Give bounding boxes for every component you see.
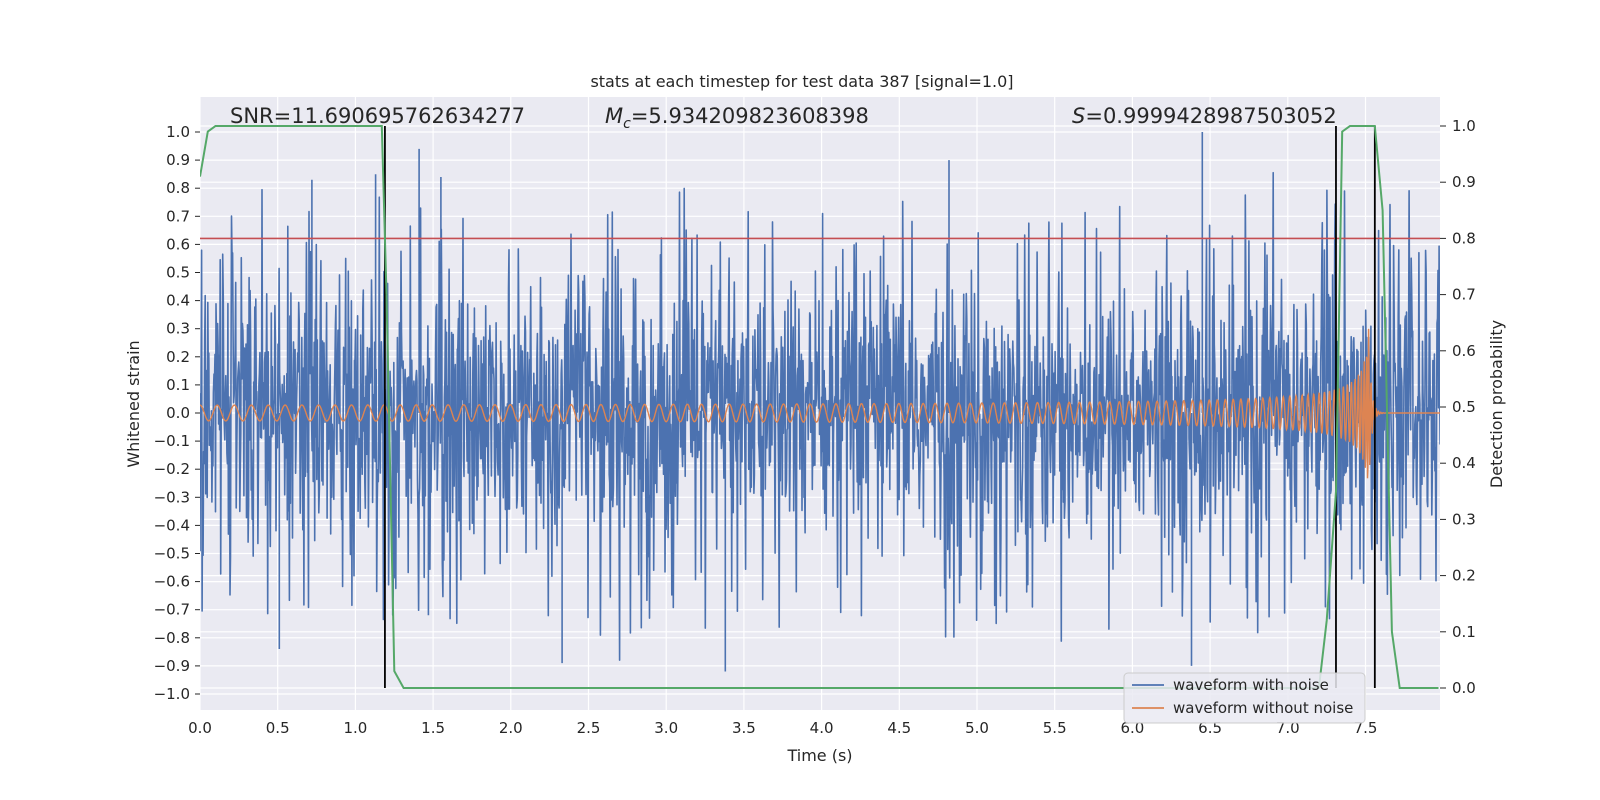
y-tick-label: 0.0	[166, 404, 190, 422]
x-tick-label: 1.0	[343, 719, 367, 737]
clean-waveform-line	[200, 328, 1440, 479]
y-tick-label: −0.6	[154, 573, 190, 591]
y2-tick-label: 0.8	[1452, 229, 1476, 247]
chirp-mass-subscript: c	[623, 116, 631, 132]
chirp-mass-value: =5.934209823608398	[631, 104, 869, 128]
chirp-mass-annotation: Mc=5.934209823608398	[605, 104, 869, 132]
legend: waveform with noise waveform without noi…	[1123, 672, 1366, 724]
y-tick-label: 0.5	[166, 264, 190, 282]
y2-tick-label: 0.2	[1452, 567, 1476, 585]
y2-tick-label: 0.4	[1452, 454, 1476, 472]
x-axis-label: Time (s)	[786, 746, 852, 765]
x-tick-label: 5.0	[965, 719, 989, 737]
y-axis-label: Whitened strain	[124, 340, 143, 467]
y-tick-label: −0.1	[154, 432, 190, 450]
y2-axis-label: Detection probability	[1487, 320, 1506, 488]
x-tick-label: 1.5	[421, 719, 445, 737]
x-tick-label: 5.5	[1043, 719, 1067, 737]
legend-label-clean: waveform without noise	[1173, 699, 1353, 717]
y2-tick-label: 0.7	[1452, 286, 1476, 304]
series-waveform-with-noise	[200, 132, 1440, 672]
y-tick-label: 0.9	[166, 151, 190, 169]
statistic-symbol: S	[1072, 104, 1085, 128]
y-tick-label: 0.2	[166, 348, 190, 366]
y-tick-label: −0.9	[154, 657, 190, 675]
x-tick-label: 4.5	[887, 719, 911, 737]
y-tick-label: 0.1	[166, 376, 190, 394]
x-tick-label: 2.0	[499, 719, 523, 737]
y2-tick-label: 0.0	[1452, 679, 1476, 697]
x-tick-label: 4.0	[810, 719, 834, 737]
y-tick-label: −0.4	[154, 516, 190, 534]
y-tick-label: −0.7	[154, 601, 190, 619]
y2-tick-label: 0.9	[1452, 173, 1476, 191]
y-tick-label: −0.5	[154, 545, 190, 563]
statistic-value: =0.9999428987503052	[1085, 104, 1336, 128]
chirp-mass-symbol: M	[605, 104, 623, 128]
y-tick-label: 0.4	[166, 292, 190, 310]
y2-tick-label: 0.3	[1452, 510, 1476, 528]
detection-probability-line	[200, 125, 1439, 689]
y2-axis-ticks: 1.0 0.9 0.8 0.7 0.6 0.5 0.4 0.3 0.2 0.1 0.0	[1440, 117, 1476, 697]
snr-annotation: SNR=11.690695762634277	[230, 104, 525, 128]
x-tick-label: 0.5	[266, 719, 290, 737]
x-tick-label: 3.0	[654, 719, 678, 737]
y-tick-label: −0.3	[154, 488, 190, 506]
chart-title: stats at each timestep for test data 387…	[590, 72, 1013, 91]
y-tick-label: −0.8	[154, 629, 190, 647]
y2-tick-label: 0.1	[1452, 623, 1476, 641]
x-tick-label: 2.5	[577, 719, 601, 737]
y-tick-label: 0.6	[166, 235, 190, 253]
y2-tick-label: 1.0	[1452, 117, 1476, 135]
y-tick-label: 0.7	[166, 207, 190, 225]
series-detection-probability	[200, 125, 1439, 689]
y-tick-label: 1.0	[166, 123, 190, 141]
legend-label-noise: waveform with noise	[1173, 676, 1329, 694]
y2-tick-label: 0.6	[1452, 342, 1476, 360]
series-waveform-without-noise	[200, 328, 1440, 479]
legend-box	[1123, 672, 1366, 724]
noisy-waveform-line	[200, 132, 1440, 672]
statistic-annotation: S=0.9999428987503052	[1072, 104, 1337, 128]
plot-area	[200, 125, 1440, 689]
y-tick-label: 0.3	[166, 320, 190, 338]
y2-tick-label: 0.5	[1452, 398, 1476, 416]
y-tick-label: −0.2	[154, 460, 190, 478]
y-tick-label: 0.8	[166, 179, 190, 197]
x-tick-label: 3.5	[732, 719, 756, 737]
y-axis-ticks: 1.0 0.9 0.8 0.7 0.6 0.5 0.4 0.3 0.2 0.1 0.0 −0.1 −0.…	[154, 123, 200, 703]
y-tick-label: −1.0	[154, 685, 190, 703]
x-tick-label: 0.0	[188, 719, 212, 737]
